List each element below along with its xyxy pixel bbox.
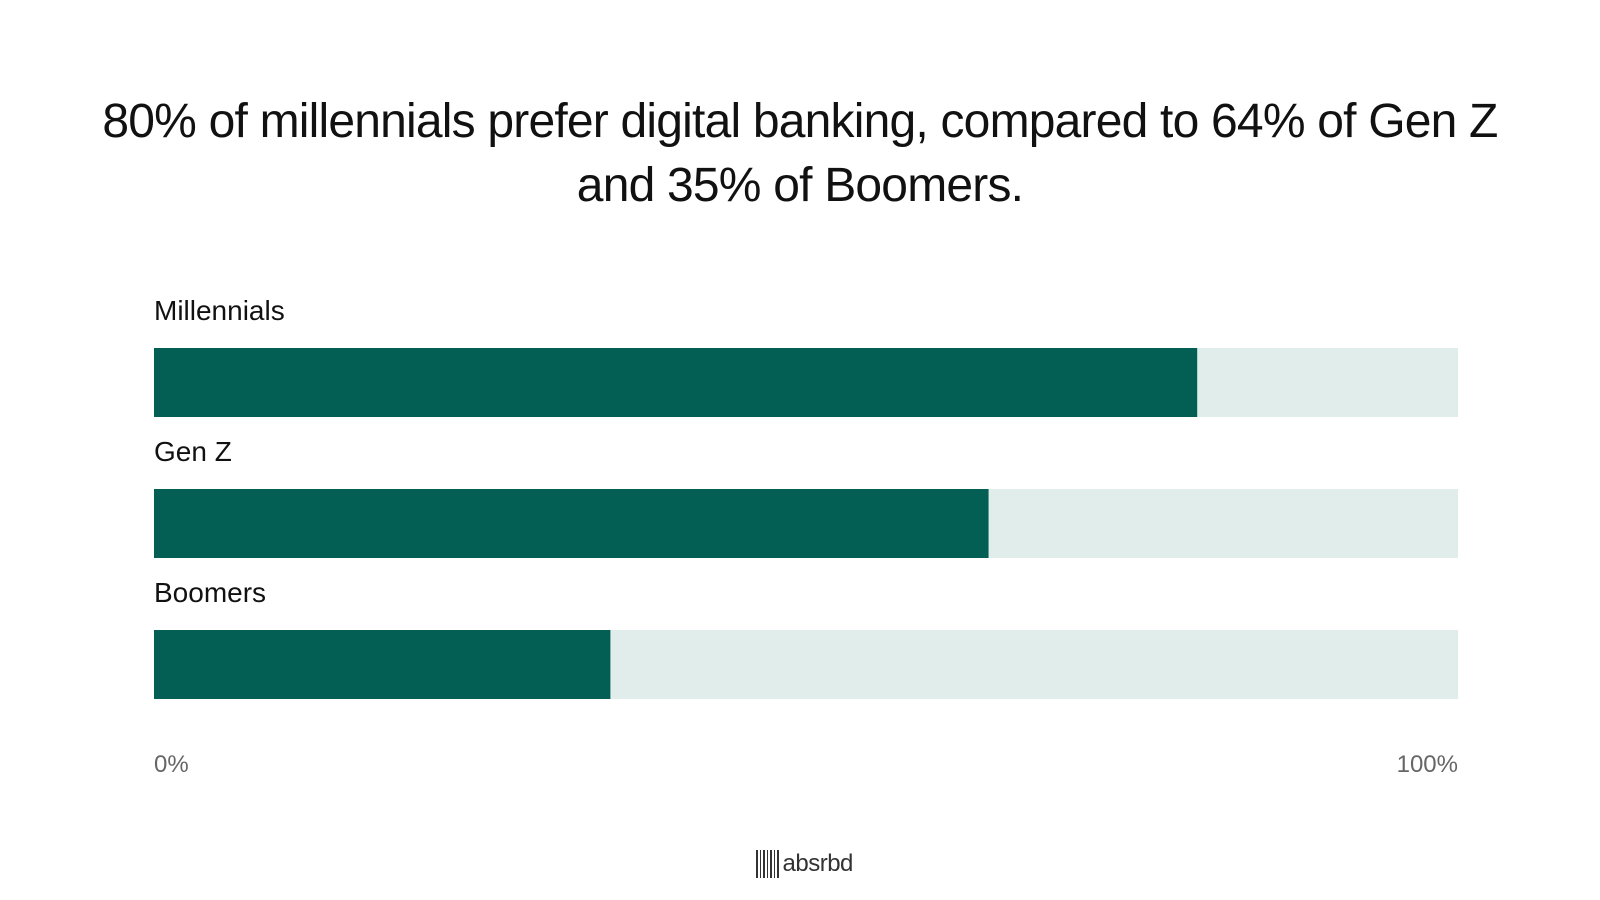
bar-gen-z bbox=[154, 489, 989, 558]
category-label-boomers: Boomers bbox=[154, 577, 266, 608]
category-label-gen-z: Gen Z bbox=[154, 436, 232, 467]
barcode-icon bbox=[756, 850, 779, 878]
x-tick-label-max: 100% bbox=[1397, 751, 1458, 778]
bar-millennials bbox=[154, 348, 1198, 417]
brand-logo: absrbd bbox=[756, 850, 853, 878]
category-label-millennials: Millennials bbox=[154, 295, 285, 326]
brand-logo-text: absrbd bbox=[782, 850, 854, 877]
x-tick-label-min: 0% bbox=[154, 751, 189, 778]
bar-boomers bbox=[154, 630, 611, 699]
chart-title: 80% of millennials prefer digital bankin… bbox=[102, 95, 1498, 212]
